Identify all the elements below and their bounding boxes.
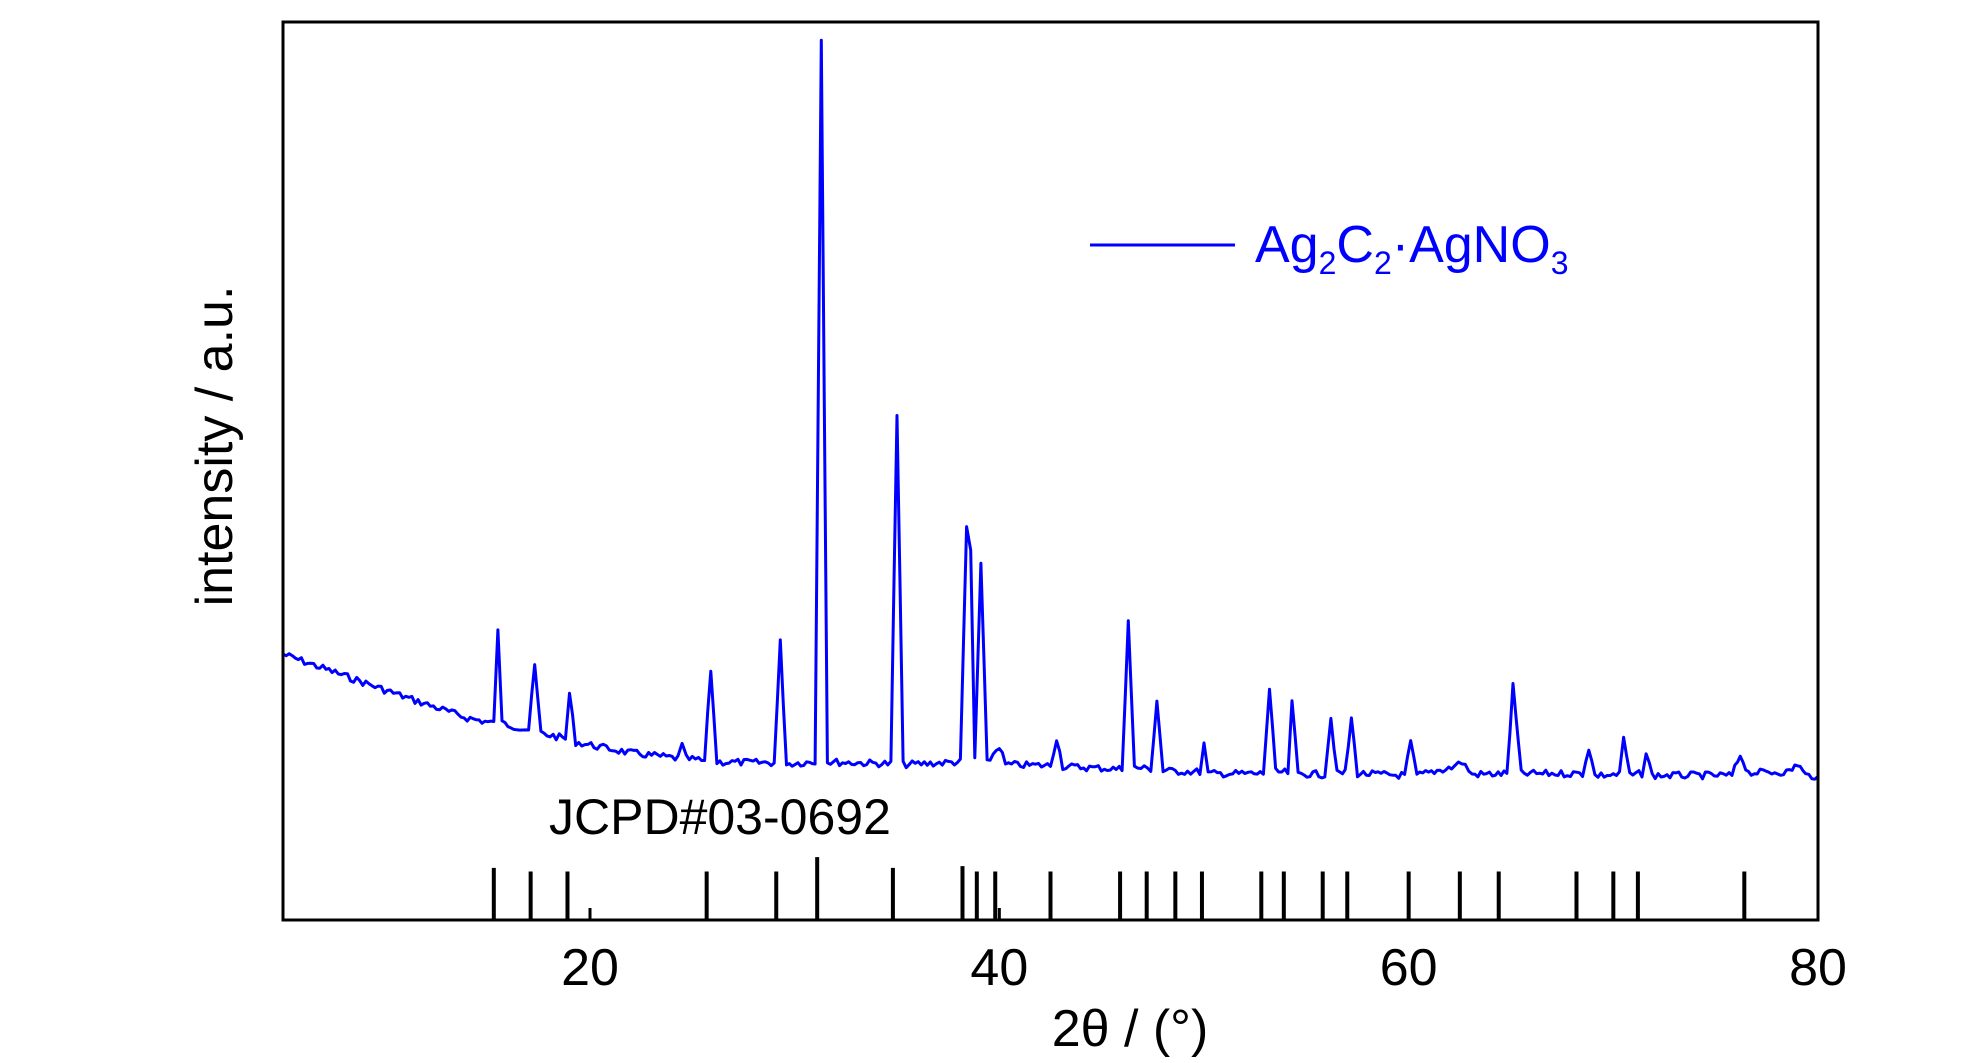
legend: Ag2C2·AgNO3 xyxy=(1090,216,1568,281)
reference-label: JCPD#03-0692 xyxy=(549,789,891,845)
plot-frame xyxy=(281,20,1820,922)
series-line xyxy=(282,38,1820,781)
x-axis-ticks xyxy=(588,908,1820,920)
reference-lines xyxy=(491,857,1747,920)
x-axis-tick-labels: 20 40 60 80 xyxy=(561,939,1847,997)
x-tick-label: 60 xyxy=(1380,939,1438,997)
x-tick-label: 20 xyxy=(561,939,619,997)
x-axis-label: 2θ / (°) xyxy=(1052,1000,1209,1058)
legend-label: Ag2C2·AgNO3 xyxy=(1255,216,1568,281)
x-tick-label: 80 xyxy=(1789,939,1847,997)
y-axis-label: intensity / a.u. xyxy=(186,286,244,607)
x-tick-label: 40 xyxy=(970,939,1028,997)
